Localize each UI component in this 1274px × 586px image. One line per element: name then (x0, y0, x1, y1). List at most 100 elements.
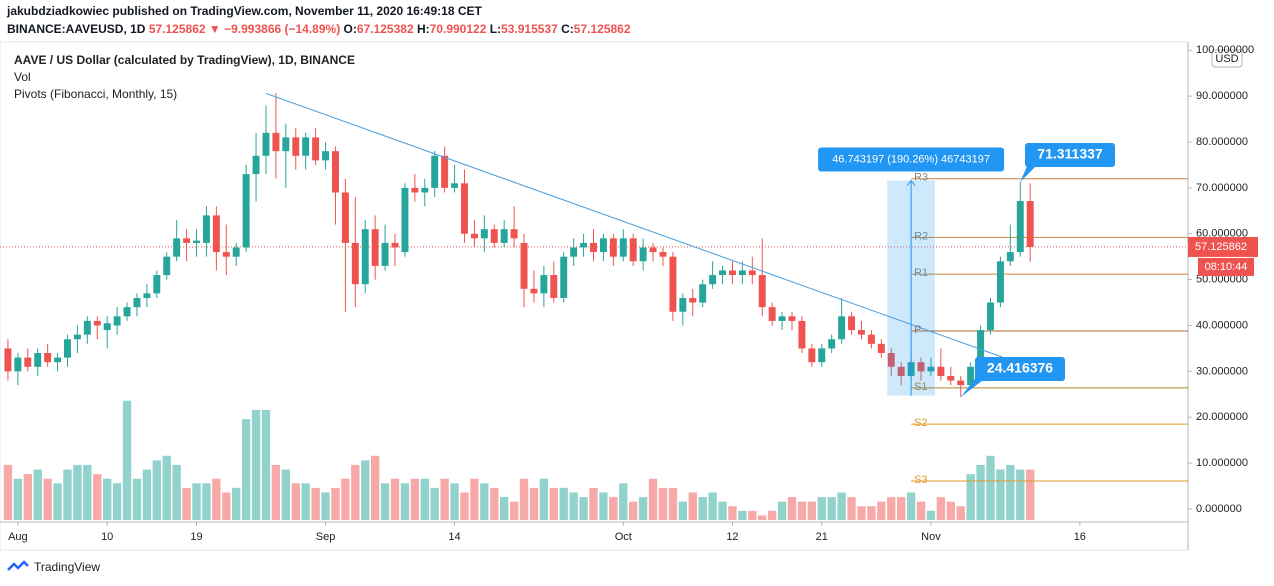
x-tick-label: Oct (615, 531, 632, 543)
volume-bar (251, 409, 261, 520)
y-tick-label: 10.000000 (1196, 457, 1248, 469)
author-line: jakubdziadkowiec published on TradingVie… (7, 4, 482, 18)
y-tick-label: 80.000000 (1196, 136, 1248, 148)
candle-body (788, 316, 796, 321)
candle-body (699, 284, 707, 303)
l-value: 53.915537 (501, 22, 558, 36)
candle-body (808, 348, 816, 363)
volume-bar (688, 492, 697, 520)
candle-body (828, 339, 836, 349)
volume-bar (361, 460, 370, 520)
volume-bar (73, 464, 82, 520)
candle-body (133, 297, 141, 308)
c-label: C: (561, 22, 574, 36)
candle-body (540, 275, 548, 294)
candle-body (331, 151, 339, 193)
candle-body (659, 252, 667, 257)
volume-bar (182, 487, 191, 520)
volume-bar (1016, 469, 1025, 520)
volume-bar (380, 483, 390, 520)
candle-body (937, 366, 945, 376)
volume-bar (559, 487, 568, 520)
indicator: Vol (14, 70, 31, 84)
volume-bar (847, 497, 856, 520)
candle-body (212, 215, 220, 253)
currency-box[interactable] (1211, 49, 1243, 68)
volume-bar (3, 464, 13, 520)
candle-body (470, 233, 478, 239)
volume-bar (460, 492, 469, 520)
candle-body (361, 229, 369, 285)
pivot-label: S1 (914, 381, 927, 393)
l-label: L: (489, 22, 502, 36)
price-label: 57.125862 (1195, 241, 1247, 253)
candle-body (93, 320, 101, 326)
volume-bar (877, 501, 886, 520)
callout-label: 71.311337 (1037, 146, 1103, 162)
volume-bar (212, 478, 221, 520)
volume-bar (748, 510, 757, 520)
y-tick-label: 40.000000 (1196, 319, 1248, 331)
volume-bar (351, 464, 360, 520)
volume-bar (142, 469, 152, 520)
candle-body (758, 275, 766, 308)
trendline (265, 92, 1003, 358)
candle-body (391, 242, 399, 248)
y-tick-label: 100.000000 (1196, 44, 1254, 56)
candle-body (183, 238, 191, 243)
volume-bar (609, 497, 618, 520)
y-tick-label: 50.000000 (1196, 274, 1248, 286)
o-label: O: (343, 22, 357, 36)
candle-body (838, 316, 846, 340)
candle-body (73, 334, 81, 340)
candle-body (897, 366, 905, 376)
candle-body (629, 238, 637, 262)
candles (4, 92, 1034, 397)
candle-body (451, 183, 459, 188)
h-label: H: (416, 22, 430, 36)
volume-bar (321, 492, 330, 520)
candle-body (193, 240, 200, 243)
volume-bar (410, 478, 420, 520)
volume-bar (976, 464, 985, 520)
volume-bar (728, 506, 737, 520)
x-tick-label: Sep (316, 531, 336, 543)
y-tick-label: 0.000000 (1196, 503, 1242, 515)
x-tick-label: Nov (921, 531, 941, 543)
volume-bar (470, 478, 479, 520)
volume-bar (202, 483, 211, 520)
volume-bar (23, 474, 32, 520)
candle-body (987, 302, 994, 331)
x-tick-label: 12 (726, 531, 738, 543)
candle-body (798, 320, 806, 349)
chart-title: AAVE / US Dollar (calculated by TradingV… (14, 53, 355, 67)
candle-body (609, 238, 617, 257)
candle-body (669, 256, 677, 312)
volume-bar (291, 483, 300, 520)
volume-bar (311, 487, 320, 520)
volume-bar (152, 460, 161, 520)
candle-body (1006, 252, 1014, 262)
candle-body (768, 307, 776, 321)
candle-body (381, 242, 389, 266)
candle-body (599, 238, 607, 253)
candle-body (858, 330, 865, 335)
callout-box (1025, 143, 1115, 167)
candle-body (302, 137, 310, 156)
candle-body (411, 187, 419, 193)
volume-bar (500, 497, 509, 520)
callout-label: 24.416376 (987, 360, 1053, 376)
y-tick-label: 30.000000 (1196, 365, 1248, 377)
volume-bar (668, 487, 678, 520)
volume-bar (906, 492, 916, 520)
pivot-label: P (914, 324, 921, 336)
candle-body (580, 242, 588, 248)
candle-body (1016, 201, 1024, 253)
candle-body (639, 247, 647, 262)
volume-bar (857, 506, 866, 520)
countdown: 08:10:44 (1205, 261, 1248, 273)
candle-body (4, 348, 12, 372)
candle-body (371, 229, 379, 266)
y-tick-label: 90.000000 (1196, 90, 1248, 102)
